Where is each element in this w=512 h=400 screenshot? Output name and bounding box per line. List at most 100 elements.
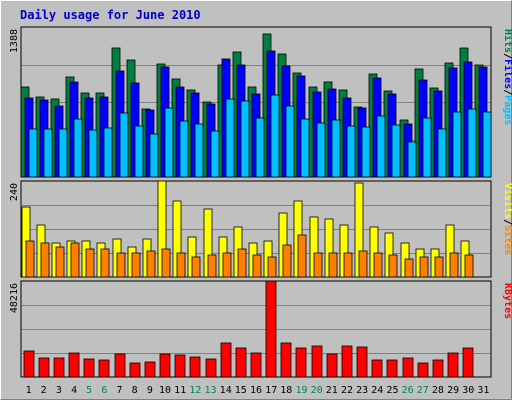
bar-kbytes-day-19	[295, 347, 307, 378]
day-label-10: 10	[159, 385, 171, 396]
bar-kbytes-day-3	[53, 357, 65, 378]
bar-pages-day-1	[28, 128, 38, 178]
bar-kbytes-day-17	[265, 280, 277, 378]
day-label-24: 24	[371, 385, 383, 396]
bar-sites-day-15	[237, 248, 247, 278]
day-label-28: 28	[432, 385, 444, 396]
bar-pages-day-3	[58, 128, 68, 178]
day-label-27: 27	[417, 385, 429, 396]
bar-kbytes-day-1	[23, 350, 35, 378]
day-label-7: 7	[116, 385, 122, 396]
bar-sites-day-3	[55, 246, 65, 278]
bar-sites-day-14	[222, 252, 232, 278]
bar-sites-day-16	[252, 254, 262, 278]
day-label-9: 9	[147, 385, 153, 396]
legend-hits-files-pages: Hits/Files/Pages	[502, 29, 512, 125]
bar-kbytes-day-15	[235, 347, 247, 378]
bar-kbytes-day-21	[326, 353, 338, 378]
bar-pages-day-28	[437, 128, 447, 178]
day-label-25: 25	[386, 385, 398, 396]
day-label-6: 6	[101, 385, 107, 396]
bar-sites-day-18	[282, 244, 292, 278]
day-label-12: 12	[189, 385, 201, 396]
bar-pages-day-17	[270, 94, 280, 178]
bar-sites-day-7	[116, 252, 126, 278]
day-label-3: 3	[56, 385, 62, 396]
bar-kbytes-day-23	[356, 346, 368, 378]
bar-sites-day-23	[358, 250, 368, 278]
day-label-4: 4	[71, 385, 77, 396]
bar-pages-day-8	[134, 125, 144, 178]
legend-item-visits: Visits	[502, 183, 512, 219]
legend-kbytes: KBytes	[502, 283, 512, 319]
day-label-1: 1	[26, 385, 32, 396]
bar-sites-day-6	[100, 248, 110, 278]
day-label-2: 2	[41, 385, 47, 396]
bar-sites-day-21	[328, 252, 338, 278]
day-label-22: 22	[341, 385, 353, 396]
day-label-30: 30	[462, 385, 474, 396]
bar-pages-day-18	[285, 105, 295, 178]
bar-sites-day-28	[434, 256, 444, 278]
bar-sites-day-9	[146, 250, 156, 278]
bar-sites-day-25	[388, 254, 398, 278]
bar-sites-day-20	[313, 252, 323, 278]
day-label-15: 15	[235, 385, 247, 396]
x-axis-day-labels: 1 2 3 4 5 6 7 8 9 10 11 12 13 14 15 16 17 18 19 20 21 22 23 24 2…	[26, 385, 490, 396]
bar-kbytes-day-12	[189, 356, 201, 378]
day-label-11: 11	[174, 385, 186, 396]
day-label-20: 20	[311, 385, 323, 396]
bar-sites-day-19	[297, 234, 307, 278]
bar-pages-day-14	[225, 98, 235, 178]
bar-kbytes-day-16	[250, 352, 262, 378]
bar-kbytes-day-4	[68, 352, 80, 378]
legend-separator: /	[502, 219, 512, 225]
panel-legends: Hits/Files/Pages Visits/Sites KBytes	[502, 29, 512, 319]
bar-kbytes-day-18	[280, 342, 292, 378]
day-label-29: 29	[447, 385, 459, 396]
bar-pages-day-7	[119, 112, 129, 178]
day-label-18: 18	[280, 385, 292, 396]
bar-pages-day-2	[43, 128, 53, 178]
bar-kbytes-day-14	[220, 342, 232, 378]
bar-sites-day-4	[70, 242, 80, 278]
bar-pages-day-22	[346, 125, 356, 178]
bar-pages-day-26	[407, 141, 417, 178]
day-label-8: 8	[132, 385, 138, 396]
day-label-5: 5	[86, 385, 92, 396]
bar-pages-day-30	[467, 108, 477, 178]
bar-sites-day-2	[40, 242, 50, 278]
bar-pages-day-16	[255, 117, 265, 178]
bars	[20, 33, 492, 378]
bar-sites-day-30	[464, 254, 474, 278]
bar-kbytes-day-29	[447, 352, 459, 378]
bar-sites-day-13	[207, 254, 217, 278]
day-label-19: 19	[295, 385, 307, 396]
bar-pages-day-5	[88, 129, 98, 178]
bar-kbytes-day-27	[417, 362, 429, 378]
bar-kbytes-day-8	[129, 362, 141, 378]
legend-visits-sites: Visits/Sites	[502, 183, 512, 255]
bar-pages-day-9	[149, 133, 159, 178]
bar-pages-day-25	[391, 124, 401, 178]
day-label-13: 13	[204, 385, 216, 396]
bar-kbytes-day-13	[205, 358, 217, 378]
bar-pages-day-29	[452, 111, 462, 178]
y-axis-max-labels: 1388 240 48216	[9, 29, 20, 313]
bar-pages-day-20	[316, 122, 326, 178]
day-label-23: 23	[356, 385, 368, 396]
bar-sites-day-1	[25, 240, 35, 278]
bar-kbytes-day-26	[402, 357, 414, 378]
bar-kbytes-day-10	[159, 353, 171, 378]
bar-kbytes-day-2	[38, 357, 50, 378]
bar-kbytes-day-22	[341, 345, 353, 378]
legend-separator: /	[502, 53, 512, 59]
legend-item-hits: Hits	[502, 29, 512, 53]
day-label-14: 14	[220, 385, 232, 396]
bar-kbytes-day-30	[462, 347, 474, 378]
y-max-label-hits-files-pages: 1388	[9, 29, 20, 53]
bar-pages-day-13	[210, 130, 220, 178]
bar-pages-day-4	[73, 118, 83, 178]
legend-item-kbytes: KBytes	[502, 283, 512, 319]
